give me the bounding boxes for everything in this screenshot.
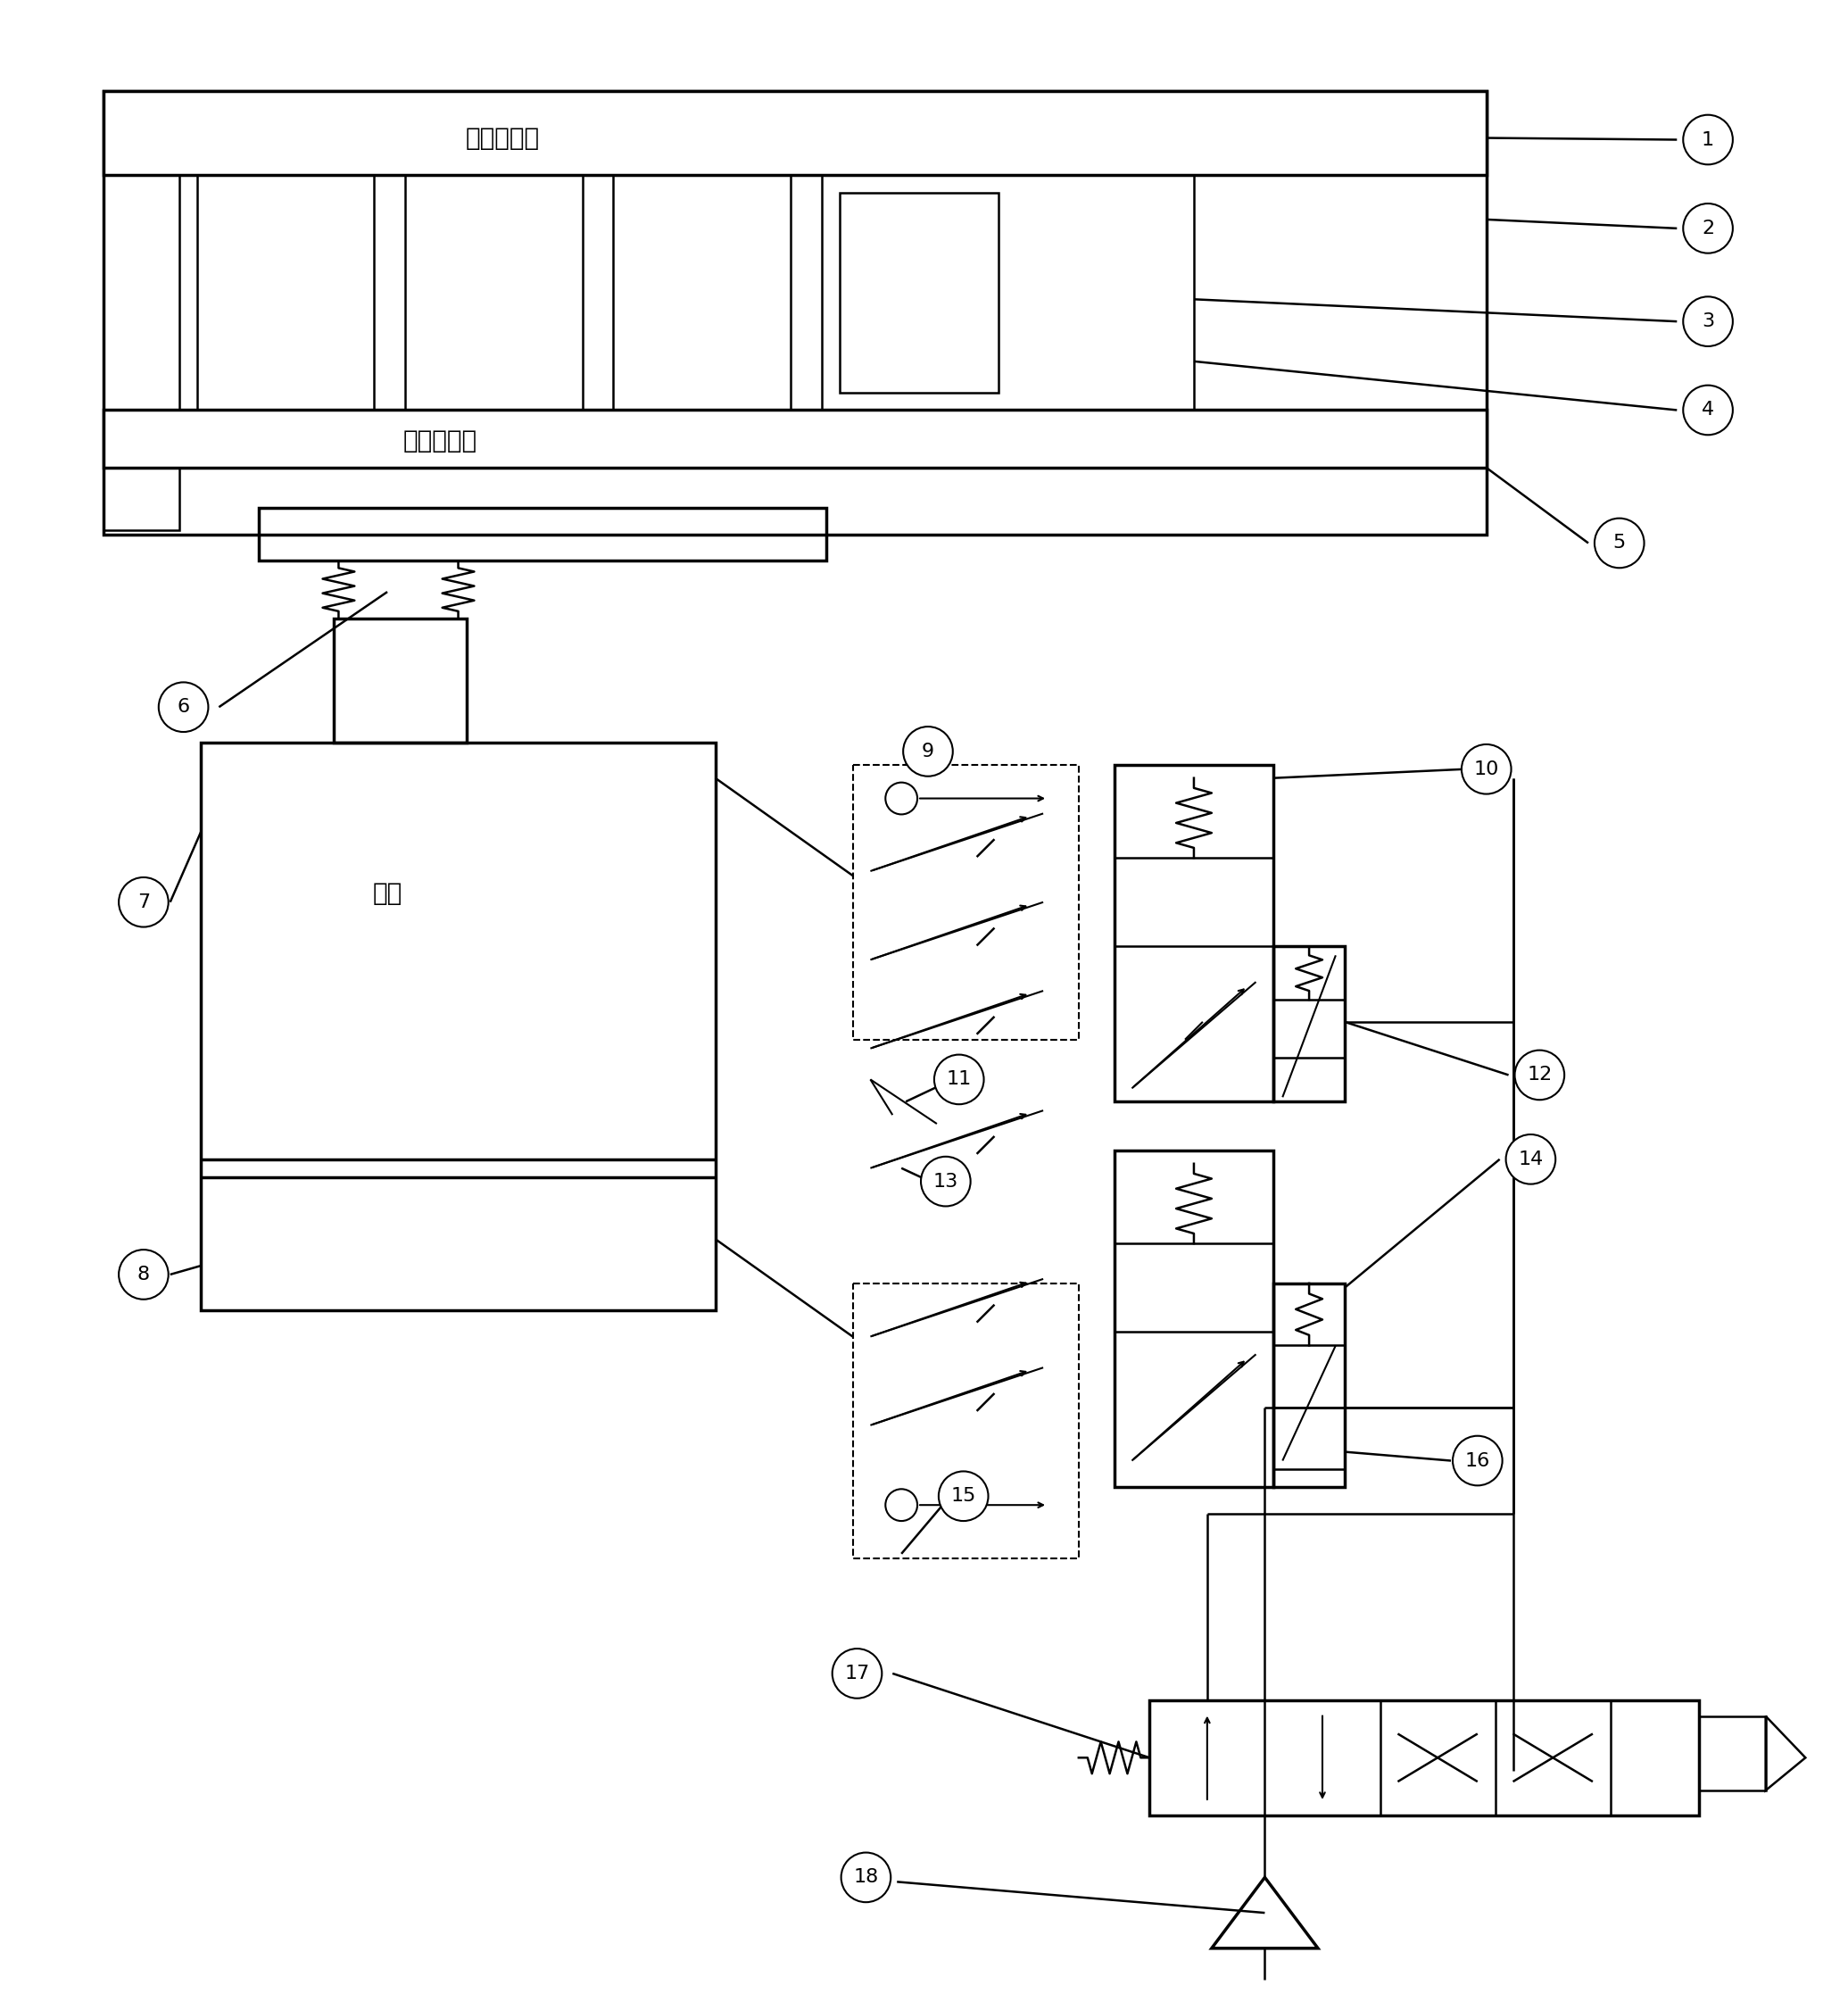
Bar — [196, 174, 373, 410]
Text: 1: 1 — [1702, 130, 1715, 148]
Circle shape — [1684, 384, 1733, 434]
Bar — [852, 765, 1079, 1039]
Text: 9: 9 — [922, 743, 935, 761]
Bar — [1114, 765, 1273, 1101]
Text: 17: 17 — [845, 1664, 870, 1682]
Bar — [405, 174, 582, 410]
Text: 16: 16 — [1465, 1451, 1489, 1469]
Circle shape — [904, 727, 954, 777]
Text: 半导体晶片: 半导体晶片 — [466, 126, 540, 150]
Text: 2: 2 — [1702, 220, 1715, 238]
Text: 7: 7 — [137, 893, 150, 911]
Text: 柱状举升轴: 柱状举升轴 — [403, 428, 477, 454]
Bar — [1273, 1283, 1345, 1487]
Bar — [1149, 1700, 1698, 1816]
Text: 15: 15 — [950, 1487, 976, 1506]
Bar — [1698, 1716, 1765, 1790]
Circle shape — [935, 1055, 983, 1105]
Circle shape — [920, 1157, 970, 1207]
Text: 10: 10 — [1473, 761, 1499, 779]
Text: 5: 5 — [1613, 535, 1626, 553]
Circle shape — [841, 1852, 891, 1902]
Bar — [839, 192, 1000, 392]
Text: 13: 13 — [933, 1173, 959, 1191]
Bar — [614, 174, 791, 410]
Text: 12: 12 — [1526, 1067, 1552, 1083]
Circle shape — [1462, 745, 1512, 795]
Bar — [259, 509, 826, 561]
Circle shape — [118, 877, 168, 927]
Bar — [103, 410, 1486, 468]
Circle shape — [939, 1471, 989, 1522]
Circle shape — [1453, 1435, 1502, 1485]
Bar — [1114, 1151, 1273, 1487]
Text: 气缸: 气缸 — [373, 881, 403, 905]
Circle shape — [1595, 519, 1645, 569]
Bar — [1273, 947, 1345, 1101]
Text: 11: 11 — [946, 1071, 972, 1089]
Circle shape — [1684, 296, 1733, 346]
Circle shape — [1515, 1051, 1565, 1099]
Circle shape — [1506, 1135, 1556, 1183]
Bar — [852, 1283, 1079, 1558]
Bar — [822, 174, 1194, 410]
Bar — [103, 90, 1486, 174]
Circle shape — [832, 1648, 881, 1698]
Bar — [103, 174, 179, 531]
Bar — [334, 619, 468, 743]
Text: 6: 6 — [177, 699, 190, 717]
Circle shape — [1684, 114, 1733, 164]
Text: 14: 14 — [1517, 1151, 1543, 1169]
Text: 4: 4 — [1702, 400, 1715, 418]
Text: 3: 3 — [1702, 312, 1715, 330]
Text: 18: 18 — [854, 1868, 878, 1886]
Bar — [103, 90, 1486, 535]
Bar — [201, 743, 715, 1309]
Circle shape — [159, 683, 209, 733]
Circle shape — [1684, 204, 1733, 252]
Text: 8: 8 — [137, 1265, 150, 1283]
Circle shape — [118, 1249, 168, 1299]
